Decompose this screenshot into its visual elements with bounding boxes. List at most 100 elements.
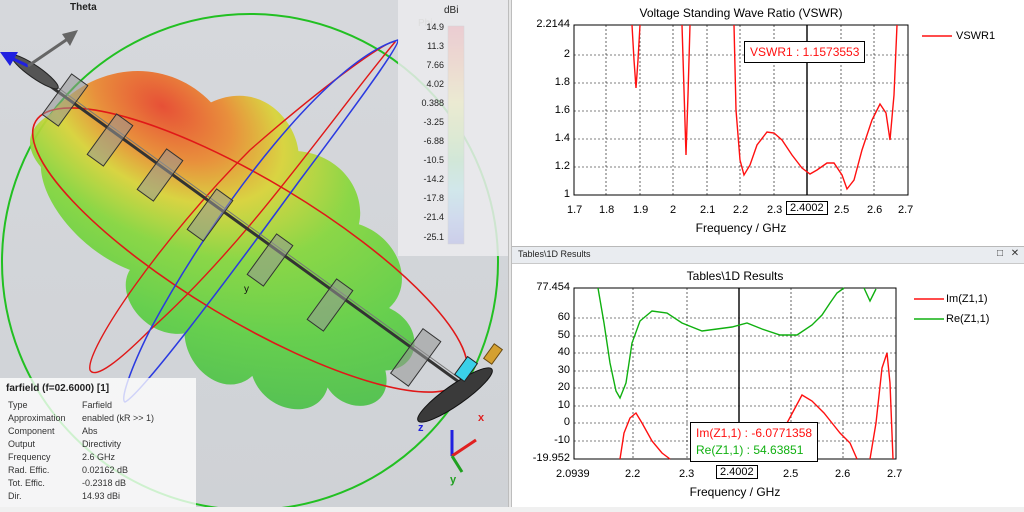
triad-z-label: z: [418, 422, 424, 434]
phi-label: Phi: [418, 18, 433, 29]
info-label: Approximation: [8, 413, 66, 423]
vswr-title: Voltage Standing Wave Ratio (VSWR): [639, 6, 843, 20]
info-label: Component: [8, 426, 55, 436]
z-y-tick: -10: [554, 434, 570, 446]
z-marker-readout-re: Re(Z1,1) : 54.63851: [696, 443, 804, 457]
colorbar-tick: -25.1: [423, 232, 444, 242]
z-marker-x-label[interactable]: 2.4002: [716, 465, 758, 479]
info-value: Farfield: [82, 400, 113, 410]
z-y-tick: 20: [557, 381, 570, 393]
z-y-tick: 0: [563, 416, 570, 428]
info-value: Abs: [82, 426, 98, 436]
z-x-tick: 2.6: [835, 468, 851, 480]
colorbar-tick: -6.88: [423, 136, 444, 146]
tables-panel-header[interactable]: Tables\1D Results □ ✕: [512, 246, 1024, 264]
z-y-tick: 30: [557, 364, 570, 376]
tables-panel-title: Tables\1D Results: [518, 249, 591, 259]
vswr-y-tick: 1.8: [554, 76, 570, 88]
colorbar-tick: 11.3: [427, 41, 444, 51]
vswr-x-tick: 1.7: [567, 204, 583, 216]
im-legend-label: Im(Z1,1): [946, 293, 988, 305]
colorbar-tick: 14.9: [426, 22, 444, 32]
vswr-x-tick: 2.3: [767, 204, 783, 216]
info-label: Dir.: [8, 491, 22, 501]
z-y-tick: 50: [557, 329, 570, 341]
y-axis-label: y: [244, 284, 249, 295]
info-label: Rad. Effic.: [8, 465, 50, 475]
info-label: Output: [8, 439, 36, 449]
colorbar-tick: -3.25: [423, 117, 444, 127]
coordinate-triad: [450, 430, 477, 473]
vswr-x-tick: 2.5: [834, 204, 850, 216]
colorbar-tick: -17.8: [423, 193, 444, 203]
colorbar-panel: Phi dBi 14.9 11.3 7.66 4.02 0.388 -3.25 …: [398, 0, 508, 256]
antenna-structure: [11, 54, 504, 423]
vswr-x-tick: 1.8: [599, 204, 615, 216]
z-marker-readout-im: Im(Z1,1) : -6.0771358: [696, 426, 813, 440]
sphere-circle: [1, 13, 499, 507]
vswr-y-tick: 2.2144: [536, 18, 570, 30]
info-label: Type: [8, 400, 28, 410]
red-meridian: [89, 41, 396, 374]
vswr-y-tick: 2: [563, 48, 570, 60]
info-value: -0.2318 dB: [82, 478, 127, 488]
info-value: enabled (kR >> 1): [82, 413, 155, 423]
z-x-tick: 2.2: [625, 468, 641, 480]
colorbar-tick: 0.388: [421, 98, 444, 108]
triad-x-label: x: [478, 412, 485, 424]
vswr-y-tick: 1.2: [554, 160, 570, 172]
vswr-y-tick: 1.4: [554, 132, 570, 144]
farfield-3d-view[interactable]: Theta y Phi dBi 14.9 11.3 7.66 4.02 0.38…: [0, 0, 508, 507]
theta-label: Theta: [70, 2, 97, 13]
z-plot-title: Tables\1D Results: [686, 269, 784, 283]
view-axes: [0, 30, 78, 68]
vswr-y-tick: 1.6: [554, 104, 570, 116]
z-y-tick: 77.454: [536, 281, 570, 293]
vswr-x-tick: 2.7: [898, 204, 914, 216]
results-pane: Voltage Standing Wave Ratio (VSWR) VSWR1…: [512, 0, 1024, 507]
farfield-info-panel: farfield (f=02.6000) [1] Type Farfield A…: [0, 378, 196, 507]
z-y-tick: -19.952: [532, 452, 570, 464]
colorbar-tick: 4.02: [426, 79, 444, 89]
vswr-x-tick: 2.1: [700, 204, 716, 216]
vswr-plot-panel: Voltage Standing Wave Ratio (VSWR) VSWR1…: [512, 0, 1024, 246]
z-x-tick: 2.3: [679, 468, 695, 480]
close-icon[interactable]: ✕: [1010, 248, 1020, 259]
info-value: Directivity: [82, 439, 122, 449]
z-y-tick: 40: [557, 346, 570, 358]
z-x-tick: 2.0939: [556, 468, 590, 480]
vswr-x-tick: 2: [670, 204, 677, 216]
info-value: 0.02162 dB: [82, 465, 129, 475]
z-x-axis-title: Frequency / GHz: [689, 485, 781, 499]
info-value: 2.6 GHz: [82, 452, 116, 462]
z-plot-panel: Tables\1D Results Im(Z1,1) Re(Z1,1) 77.4…: [512, 263, 1024, 507]
maximize-icon[interactable]: □: [996, 248, 1004, 259]
z-y-tick: 10: [557, 399, 570, 411]
vswr-x-tick: 2.6: [867, 204, 883, 216]
vswr-x-axis-title: Frequency / GHz: [695, 221, 787, 235]
z-x-tick: 2.5: [783, 468, 799, 480]
vswr-x-tick: 2.2: [733, 204, 749, 216]
vswr-marker-readout[interactable]: VSWR1 : 1.1573553: [744, 41, 866, 63]
colorbar-unit: dBi: [444, 5, 459, 16]
vswr-marker-x-label[interactable]: 2.4002: [786, 201, 828, 215]
colorbar-tick: -14.2: [423, 174, 444, 184]
colorbar-tick: -10.5: [423, 155, 444, 165]
info-value: 14.93 dBi: [82, 491, 121, 501]
z-y-tick: 60: [557, 311, 570, 323]
info-label: Tot. Effic.: [8, 478, 45, 488]
z-x-tick: 2.7: [887, 468, 903, 480]
triad-y-label: y: [450, 474, 457, 486]
vswr-x-tick: 1.9: [633, 204, 649, 216]
panel-splitter[interactable]: [508, 0, 512, 507]
re-legend-label: Re(Z1,1): [946, 313, 990, 325]
info-label: Frequency: [8, 452, 51, 462]
vswr-y-tick: 1: [563, 188, 570, 200]
colorbar-tick: 7.66: [426, 60, 444, 70]
z-marker-readout[interactable]: Im(Z1,1) : -6.0771358 Re(Z1,1) : 54.6385…: [690, 422, 819, 462]
colorbar-tick: -21.4: [423, 212, 444, 222]
info-title: farfield (f=02.6000) [1]: [6, 383, 110, 394]
vswr-legend-label: VSWR1: [956, 30, 996, 42]
vswr-series-line: [631, 24, 898, 191]
re-z-series-line: [597, 287, 877, 400]
